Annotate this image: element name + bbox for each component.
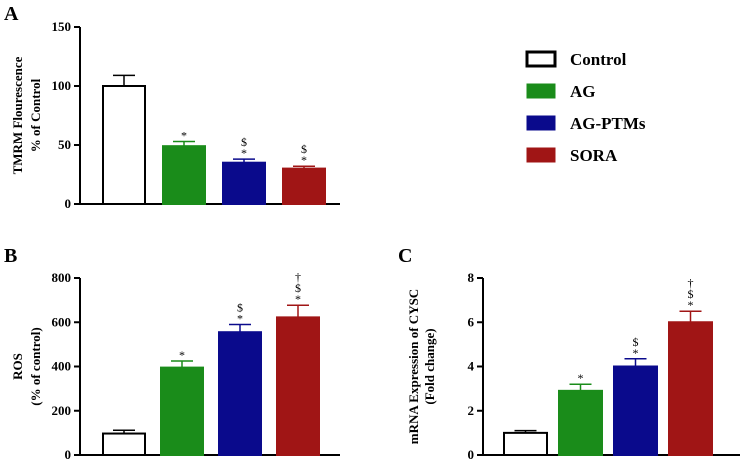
significance-marker-c: †	[688, 276, 694, 290]
significance-marker-c: $	[688, 287, 694, 301]
legend-label-ag-ptms: AG-PTMs	[570, 114, 646, 133]
y-tick-label-c: 6	[468, 314, 475, 329]
y-tick-label-a: 0	[65, 196, 72, 211]
y-tick-label-b: 800	[52, 270, 72, 285]
bar-a-control	[102, 85, 146, 205]
y-tick-label-a: 50	[58, 137, 71, 152]
y-tick-label-a: 100	[52, 78, 72, 93]
y-tick-label-c: 0	[468, 447, 475, 462]
panel-label-a: A	[4, 3, 19, 25]
significance-marker-a: $	[301, 142, 307, 156]
bar-c-ag	[558, 389, 603, 456]
bar-b-ag	[160, 366, 204, 457]
panel-label-b: B	[4, 245, 17, 267]
y-tick-label-c: 4	[468, 359, 475, 374]
y-tick-label-a: 150	[52, 19, 72, 34]
significance-marker-b: $	[295, 281, 301, 295]
bar-c-ag-ptms	[613, 365, 658, 456]
y-axis-label-c: mRNA Expression of CYSC	[406, 289, 421, 444]
y-tick-label-b: 400	[52, 359, 72, 374]
bar-a-ag	[162, 145, 206, 205]
significance-marker-b: *	[179, 348, 185, 362]
significance-marker-b: $	[237, 300, 243, 314]
legend: Control AG AG-PTMs SORA	[525, 50, 646, 165]
y-axis-label-b: (% of control)	[28, 327, 43, 405]
significance-marker-c: *	[688, 298, 694, 312]
significance-marker-c: $	[633, 335, 639, 349]
significance-marker-b: †	[295, 270, 301, 284]
bar-c-sora	[668, 321, 713, 456]
significance-marker-b: *	[237, 311, 243, 325]
bar-a-ag-ptms	[222, 161, 266, 205]
significance-marker-b: *	[295, 292, 301, 306]
y-axis-label-a: TMRM Flourescence	[10, 56, 25, 174]
bar-a-sora	[282, 167, 326, 206]
chart-panel-c: 0 2 4 6 8 mRNA Expression of CYSC (Fold change…	[406, 270, 740, 462]
legend-label-sora: SORA	[570, 146, 618, 165]
y-axis-label-c: (Fold change)	[422, 328, 437, 404]
y-axis-label-b: ROS	[10, 353, 25, 380]
legend-label-ag: AG	[570, 82, 596, 101]
legend-swatch-control	[525, 50, 557, 68]
y-tick-label-b: 0	[65, 447, 72, 462]
y-axis-label-a: % of Control	[28, 78, 43, 152]
bar-b-sora	[276, 316, 320, 456]
significance-marker-a: *	[181, 128, 187, 142]
legend-swatch-ag-ptms	[526, 115, 556, 131]
panel-label-c: C	[398, 245, 412, 267]
y-tick-label-c: 2	[468, 403, 475, 418]
significance-marker-c: *	[578, 371, 584, 385]
significance-marker-a: $	[241, 135, 247, 149]
legend-swatch-sora	[526, 147, 556, 163]
bar-b-control	[102, 432, 146, 457]
legend-label-control: Control	[570, 50, 627, 69]
y-tick-label-b: 200	[52, 403, 72, 418]
legend-swatch-ag	[526, 83, 556, 99]
y-tick-label-b: 600	[52, 314, 72, 329]
bar-c-control	[503, 431, 548, 456]
significance-marker-c: *	[633, 346, 639, 360]
y-tick-label-c: 8	[468, 270, 475, 285]
bar-b-ag-ptms	[218, 331, 262, 456]
significance-marker-a: *	[301, 153, 307, 167]
significance-marker-a: *	[241, 146, 247, 160]
